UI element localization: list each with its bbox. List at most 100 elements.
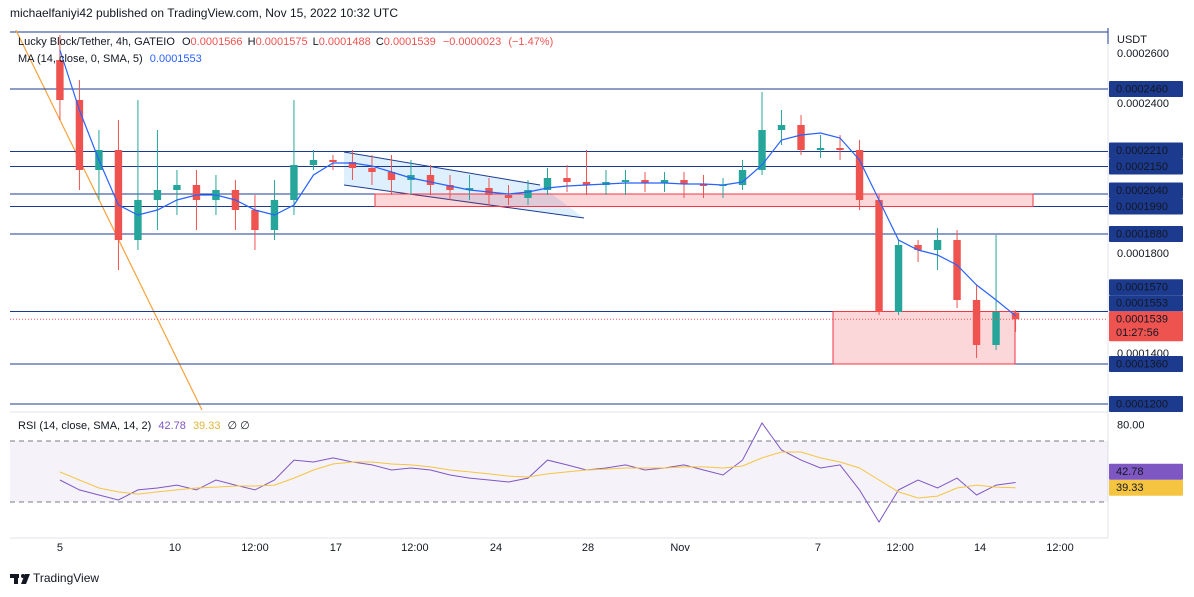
ohlc-letter: H	[248, 36, 256, 48]
candle-body	[836, 148, 844, 150]
change-pct: (−1.47%)	[508, 36, 553, 48]
y-tick-label: 0.0002600	[1117, 48, 1169, 60]
rsi-sma-value: 39.33	[193, 420, 221, 432]
change: −0.0000023	[443, 36, 501, 48]
candle-body	[504, 195, 513, 198]
price-label: 0.0001200	[1116, 398, 1168, 410]
candle-body	[738, 170, 747, 185]
x-tick-label: 5	[57, 542, 63, 554]
candle-body	[758, 130, 766, 170]
price-label-box	[1109, 182, 1183, 199]
y-tick-label: 0.0002400	[1117, 98, 1169, 110]
candle-body	[348, 162, 357, 168]
trend-line	[15, 30, 203, 411]
price-label-box	[1109, 158, 1183, 175]
ohlc-letter: L	[313, 36, 319, 48]
rsi-tick-label: 80.00	[1117, 420, 1145, 432]
candle-body	[855, 150, 864, 200]
ohlc-value: 0.0001566	[191, 36, 243, 48]
price-label-box	[1109, 356, 1183, 372]
candle-body	[699, 184, 708, 186]
candle-body	[914, 245, 922, 250]
symbol: Lucky Block/Tether, 4h, GATEIO	[18, 36, 175, 48]
candle-body	[777, 125, 786, 130]
ma-line	[59, 49, 1016, 317]
x-tick-label: 14	[974, 542, 986, 554]
price-label-box	[1109, 198, 1183, 215]
candle-body	[114, 150, 123, 240]
price-label-box	[1109, 81, 1183, 97]
candle-body	[894, 245, 903, 312]
candle-body	[797, 125, 805, 150]
price-label-box	[1109, 396, 1183, 412]
x-tick-label: 10	[169, 542, 181, 554]
rsi-line	[59, 451, 1016, 499]
ohlc-value: 0.0001488	[319, 36, 371, 48]
ohlc-letter: C	[376, 36, 384, 48]
logo-stem	[14, 574, 18, 584]
zone	[832, 311, 1016, 365]
countdown: 01:27:56	[1116, 327, 1159, 339]
price-label-box	[1109, 226, 1183, 242]
price-label-box	[1109, 295, 1183, 312]
candle-body	[816, 148, 825, 150]
candle-body	[524, 190, 532, 198]
candle-body	[953, 240, 961, 300]
x-tick-label: 12:00	[241, 542, 269, 554]
candle-body	[972, 300, 981, 345]
price-scale: 0.00026000.00024000.00018000.000140080.0…	[1109, 48, 1183, 496]
price-label: 0.0002040	[1116, 185, 1168, 197]
candle-body	[251, 210, 259, 230]
price-label: 42.78	[1116, 466, 1144, 478]
rsi-band	[10, 440, 1108, 502]
candle-body	[621, 180, 630, 182]
candle-body	[563, 178, 571, 182]
footer-brand: TradingView	[33, 571, 99, 585]
price-label-box	[1109, 142, 1183, 159]
rsi-extra: ∅ ∅	[228, 420, 250, 432]
x-tick-label: Nov	[670, 542, 690, 554]
price-legend: Lucky Block/Tether, 4h, GATEIO O0.000156…	[18, 36, 553, 48]
price-label: 0.0001570	[1116, 282, 1168, 294]
price-label: 0.0002210	[1116, 145, 1168, 157]
candle-body	[660, 180, 669, 183]
rsi-name: RSI (14, close, SMA, 14, 2)	[18, 420, 151, 432]
x-tick-label: 17	[330, 542, 342, 554]
price-label: 0.0001539	[1116, 314, 1168, 326]
candle-body	[1011, 312, 1020, 320]
price-label-box	[1109, 311, 1183, 342]
candle-body	[192, 185, 201, 200]
rsi-value: 42.78	[158, 420, 186, 432]
x-tick-label: 12:00	[401, 542, 429, 554]
drawings	[15, 30, 585, 411]
candle-body	[173, 185, 181, 190]
candle-body	[875, 200, 883, 312]
channel-fill	[344, 152, 584, 218]
rsi-legend: RSI (14, close, SMA, 14, 2) 42.78 39.33 …	[18, 420, 250, 432]
candle-body	[543, 178, 552, 190]
rsi-pane	[10, 422, 1108, 523]
candle-body	[641, 180, 649, 183]
candle-body	[329, 160, 337, 162]
ohlc-value: 0.0001539	[384, 36, 436, 48]
x-tick-label: 24	[490, 542, 502, 554]
price-label: 0.0001553	[1116, 298, 1168, 310]
candle-body	[75, 100, 84, 170]
candle-body	[153, 190, 162, 200]
footer: TradingView	[10, 571, 99, 585]
currency: USDT	[1117, 34, 1147, 46]
ma-legend: MA (14, close, 0, SMA, 5) 0.0001553	[18, 53, 202, 65]
price-label: 0.0001360	[1116, 358, 1168, 370]
ma-name: MA (14, close, 0, SMA, 5)	[18, 53, 143, 65]
rsi-line	[59, 422, 1016, 523]
price-label: 0.0001990	[1116, 201, 1168, 213]
ohlc-value: 0.0001575	[256, 36, 308, 48]
x-tick-label: 28	[582, 542, 594, 554]
x-tick-label: 7	[815, 542, 821, 554]
y-tick-label: 0.0001800	[1117, 248, 1169, 260]
ohlc-letter: O	[182, 36, 191, 48]
candle-body	[56, 60, 64, 100]
candle-body	[992, 312, 1000, 345]
candle-body	[582, 182, 591, 185]
